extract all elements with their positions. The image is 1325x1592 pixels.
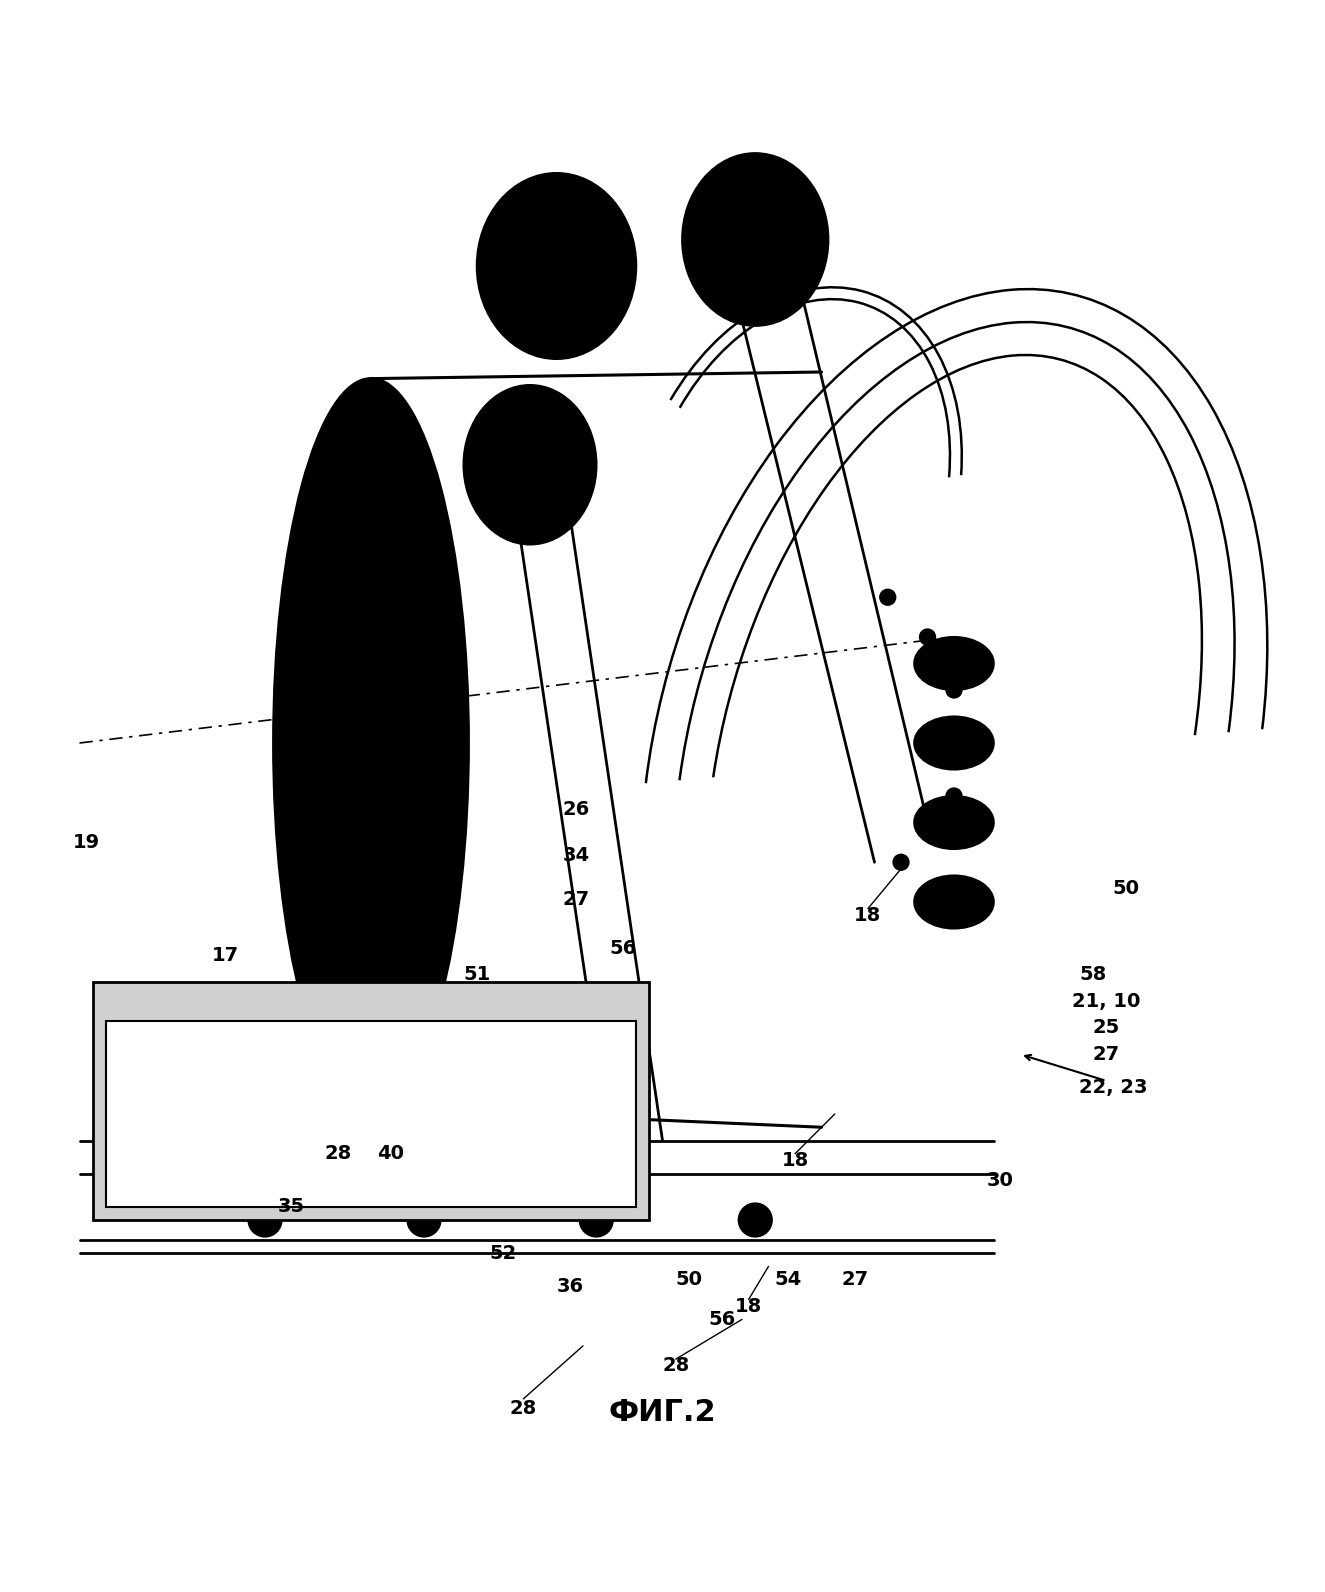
Text: 35: 35 (278, 1197, 305, 1216)
Text: 34: 34 (563, 845, 590, 864)
Ellipse shape (682, 153, 828, 326)
Text: 56: 56 (709, 1310, 735, 1329)
Circle shape (973, 736, 988, 751)
Text: 52: 52 (490, 1243, 517, 1262)
Circle shape (920, 629, 935, 645)
Ellipse shape (914, 796, 994, 849)
Text: 51: 51 (464, 965, 490, 984)
Text: 30: 30 (987, 1170, 1014, 1189)
Text: 56: 56 (610, 939, 636, 958)
Text: 19: 19 (73, 833, 99, 852)
Text: 27: 27 (1093, 1044, 1120, 1063)
Ellipse shape (274, 379, 469, 1108)
Text: 18: 18 (855, 906, 881, 925)
Text: 21, 10: 21, 10 (1072, 992, 1141, 1011)
Ellipse shape (517, 1071, 623, 1157)
Ellipse shape (464, 385, 596, 544)
Text: 58: 58 (1080, 965, 1106, 984)
Ellipse shape (490, 1048, 649, 1180)
FancyBboxPatch shape (106, 1020, 636, 1207)
Text: 54: 54 (775, 1270, 802, 1290)
Text: 18: 18 (782, 1151, 808, 1170)
Ellipse shape (914, 876, 994, 928)
Text: 17: 17 (212, 946, 238, 965)
Text: 27: 27 (841, 1270, 868, 1290)
Ellipse shape (505, 205, 608, 326)
FancyBboxPatch shape (93, 982, 649, 1219)
Text: 27: 27 (563, 890, 590, 909)
Ellipse shape (477, 174, 636, 358)
Ellipse shape (408, 1204, 440, 1237)
Text: 36: 36 (556, 1277, 583, 1296)
Ellipse shape (580, 1204, 612, 1237)
Text: 28: 28 (662, 1356, 689, 1375)
Text: 50: 50 (1113, 879, 1140, 898)
Circle shape (893, 855, 909, 871)
Ellipse shape (249, 1204, 281, 1237)
Text: 40: 40 (378, 1145, 404, 1164)
Text: 28: 28 (510, 1399, 537, 1417)
Text: 22, 23: 22, 23 (1079, 1078, 1147, 1097)
Text: 25: 25 (1093, 1019, 1120, 1038)
Circle shape (946, 681, 962, 697)
Circle shape (880, 589, 896, 605)
Ellipse shape (914, 637, 994, 689)
Ellipse shape (739, 1204, 771, 1237)
Circle shape (946, 788, 962, 804)
Text: 18: 18 (735, 1296, 762, 1315)
Ellipse shape (708, 183, 803, 296)
Text: 50: 50 (676, 1270, 702, 1290)
Text: ФИГ.2: ФИГ.2 (608, 1398, 717, 1426)
Text: 26: 26 (563, 799, 590, 818)
Text: 28: 28 (325, 1145, 351, 1164)
Ellipse shape (488, 412, 572, 516)
Ellipse shape (914, 716, 994, 769)
